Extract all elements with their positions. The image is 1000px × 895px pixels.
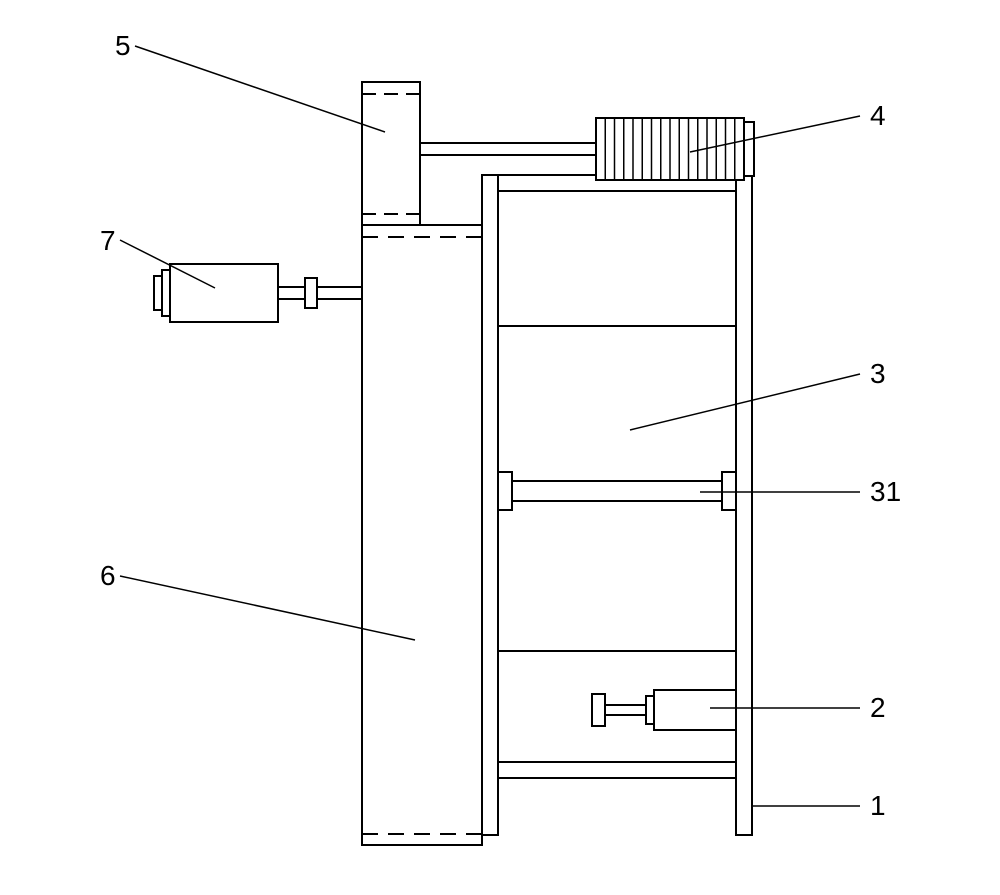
label-2: 2 [870,692,886,724]
label-31: 31 [870,476,901,508]
label-5: 5 [115,30,131,62]
label-4: 4 [870,100,886,132]
label-1: 1 [870,790,886,822]
diagram-svg [0,0,1000,895]
label-6: 6 [100,560,116,592]
diagram-canvas: 1 2 3 31 4 5 6 7 [0,0,1000,895]
label-7: 7 [100,225,116,257]
label-3: 3 [870,358,886,390]
